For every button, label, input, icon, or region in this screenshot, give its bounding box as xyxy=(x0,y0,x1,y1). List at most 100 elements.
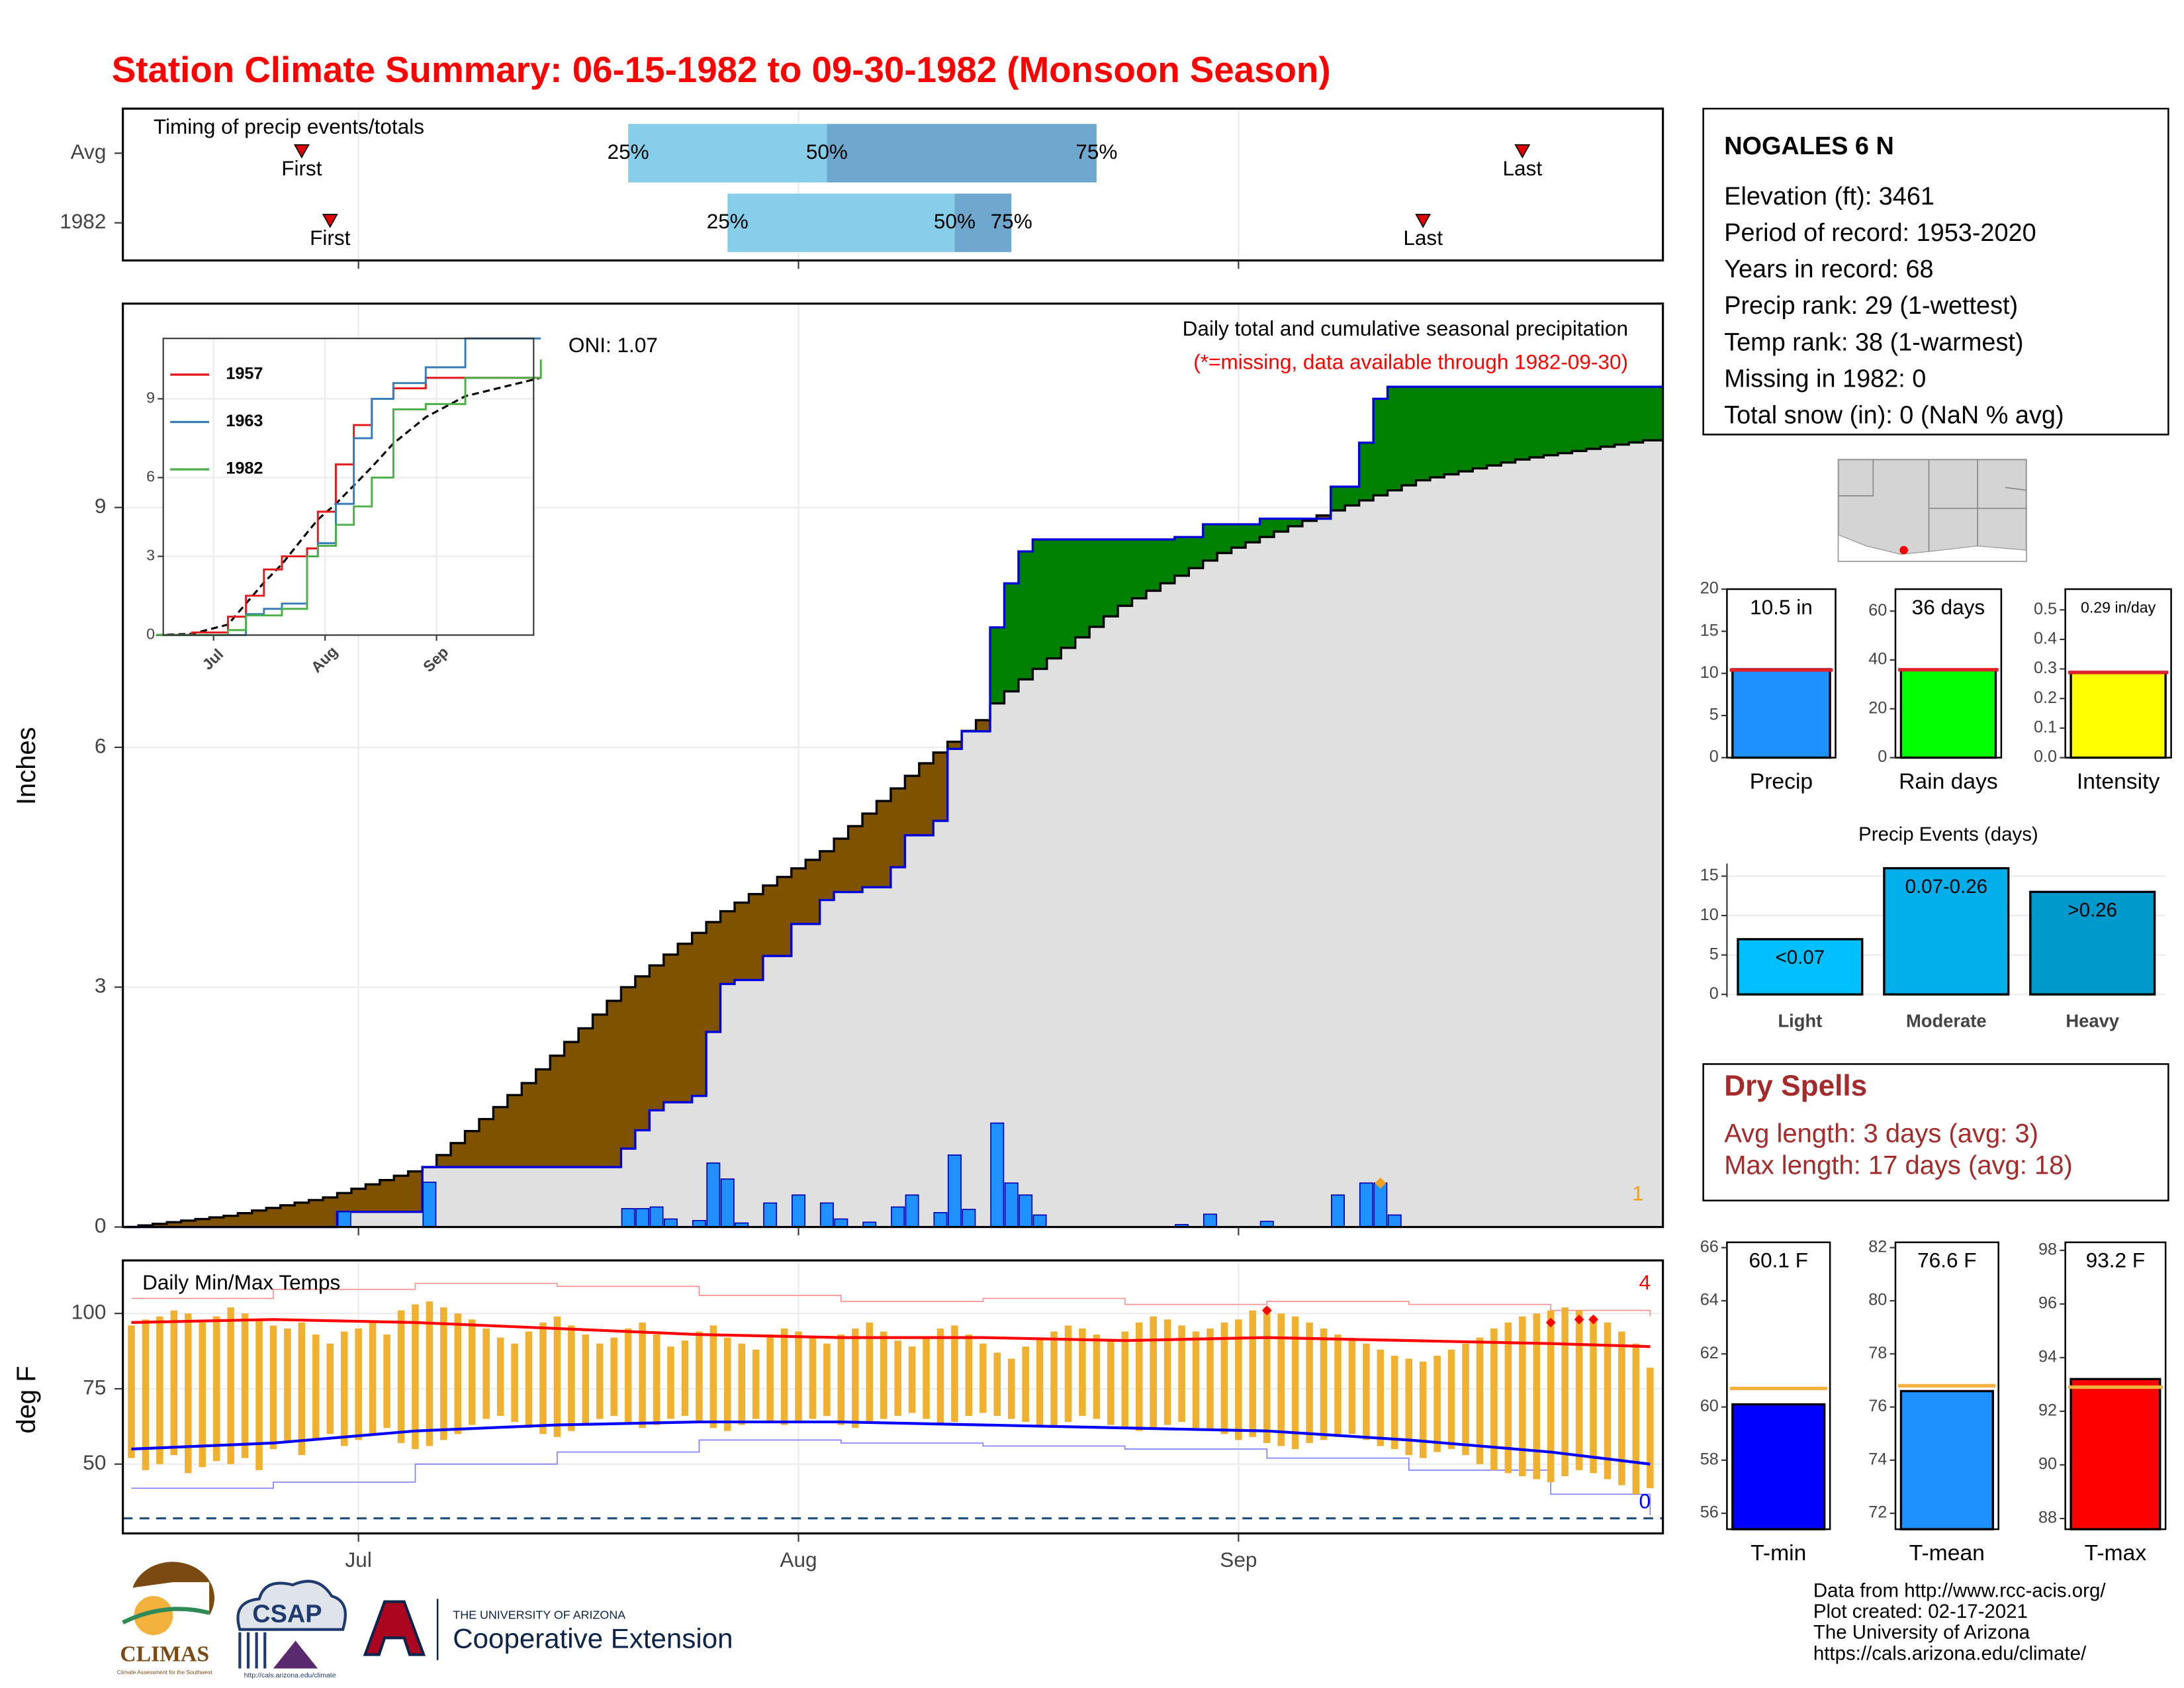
category-label: Rain days xyxy=(1899,769,1998,794)
y-tick-label: 40 xyxy=(1868,650,1887,669)
surplus-area xyxy=(1430,387,1445,478)
deficit-area xyxy=(905,776,920,835)
climatology-area xyxy=(678,1102,693,1227)
climatology-area xyxy=(777,956,792,1227)
daily-precip-bar xyxy=(649,1206,664,1228)
deficit-area xyxy=(223,1215,238,1227)
quartile-label: 25% xyxy=(707,209,749,233)
temp-range-bar xyxy=(1163,1319,1171,1425)
y-tick-label: 96 xyxy=(2038,1294,2057,1313)
event-label: First xyxy=(310,226,351,250)
event-bar xyxy=(2029,890,2156,996)
climatology-area xyxy=(635,1130,650,1227)
value-label: 0.29 in/day xyxy=(2081,599,2156,616)
event-marker xyxy=(293,144,310,159)
surplus-area xyxy=(1132,539,1147,598)
surplus-area xyxy=(1075,539,1090,637)
y-tick-label: 3 xyxy=(146,547,155,564)
credit-line: Data from http://www.rcc-acis.org/ xyxy=(1813,1580,2106,1602)
surplus-area xyxy=(1458,387,1473,472)
y-tick-label: 0 xyxy=(1709,984,1719,1003)
daily-precip-bar xyxy=(947,1154,962,1228)
temp-range-bar xyxy=(809,1337,817,1419)
record-max-line xyxy=(131,1282,1651,1317)
climatology-area xyxy=(606,1167,622,1227)
category-label: Intensity xyxy=(2077,769,2160,794)
y-tick-label: 0.2 xyxy=(2034,688,2057,707)
temp-range-bar xyxy=(1519,1316,1526,1476)
value-label: >0.26 xyxy=(2068,900,2117,921)
temp-range-bar xyxy=(1377,1349,1385,1446)
temp-range-bar xyxy=(1022,1346,1029,1423)
temp-range-bar xyxy=(1419,1362,1427,1458)
temp-range-bar xyxy=(269,1325,277,1450)
climatology-area xyxy=(692,1096,707,1227)
temp-range-bar xyxy=(1036,1337,1044,1425)
page-title: Station Climate Summary: 06-15-1982 to 0… xyxy=(112,49,1331,90)
dry-spells-title: Dry Spells xyxy=(1724,1070,1867,1102)
oni-label: ONI: 1.07 xyxy=(569,333,658,357)
y-tick-label: 60 xyxy=(1700,1397,1719,1415)
record-marker xyxy=(1545,1317,1556,1328)
climatology-area xyxy=(1246,542,1261,1227)
temp-range-bar xyxy=(837,1335,845,1425)
deficit-area xyxy=(478,1119,494,1168)
deficit-area xyxy=(251,1210,267,1227)
map-land xyxy=(1837,459,2027,562)
summary-bar xyxy=(1899,1389,1994,1530)
climatology-area xyxy=(1629,442,1644,1227)
deficit-area xyxy=(564,1042,579,1168)
temp-range-bar xyxy=(1447,1349,1455,1450)
deficit-area xyxy=(295,1202,310,1227)
y-tick-label: 80 xyxy=(1868,1291,1887,1309)
deficit-area xyxy=(606,1000,622,1168)
temp-range-bar xyxy=(539,1322,547,1434)
daily-precip-bar xyxy=(1019,1194,1033,1228)
value-label: 10.5 in xyxy=(1750,595,1813,619)
climatology-area xyxy=(1273,532,1289,1227)
cumulative-fills xyxy=(138,387,1664,1227)
dry-spells-line: Max length: 17 days (avg: 18) xyxy=(1724,1151,2073,1180)
csap-url: http://cals.arizona.edu/climate xyxy=(244,1671,336,1679)
climatology-area xyxy=(834,892,849,1227)
summary-bar xyxy=(1731,1403,1826,1530)
surplus-area xyxy=(1515,387,1530,460)
climatology-area xyxy=(478,1167,494,1227)
y-tick-label: 0.0 xyxy=(2034,747,2057,766)
surplus-area xyxy=(1600,387,1615,447)
quartile-bar xyxy=(727,193,955,252)
daily-precip-bar xyxy=(422,1182,437,1228)
climatology-area xyxy=(394,1211,409,1227)
deficit-area xyxy=(848,825,863,892)
surplus-area xyxy=(1118,539,1133,606)
temp-range-bar xyxy=(1547,1310,1555,1483)
deficit-area xyxy=(749,894,764,980)
temp-range-bar xyxy=(185,1313,192,1474)
temp-range-bar xyxy=(426,1301,433,1446)
quartile-bar xyxy=(954,193,1012,252)
climatology-area xyxy=(848,892,863,1227)
temp-range-bar xyxy=(752,1349,760,1419)
category-label: T-max xyxy=(2085,1541,2147,1566)
daily-precip-bar xyxy=(635,1207,650,1228)
temp-range-bar xyxy=(1647,1368,1654,1489)
y-tick-label: 0.1 xyxy=(2034,718,2057,737)
y-tick-label: 78 xyxy=(1868,1344,1887,1362)
observed-cumulative-line xyxy=(124,385,1663,1229)
y-tick-label: 0 xyxy=(1709,747,1719,766)
temp-range-bar xyxy=(340,1331,348,1446)
category-label: T-min xyxy=(1751,1541,1806,1566)
temp-range-bar xyxy=(212,1316,220,1462)
temp-range-bar xyxy=(511,1343,518,1423)
dry-spells-line: Avg length: 3 days (avg: 3) xyxy=(1724,1119,2038,1148)
y-tick-label: 88 xyxy=(2038,1509,2057,1527)
x-tick-label: Aug xyxy=(780,1548,817,1571)
y-tick-label: 15 xyxy=(1700,621,1719,639)
event-bar xyxy=(1883,867,2010,996)
event-label: First xyxy=(281,156,322,180)
temp-range-bar xyxy=(1291,1316,1299,1450)
temp-range-bar xyxy=(440,1307,447,1440)
climatology-area xyxy=(663,1102,678,1227)
daily-precip-bar xyxy=(1004,1182,1019,1228)
